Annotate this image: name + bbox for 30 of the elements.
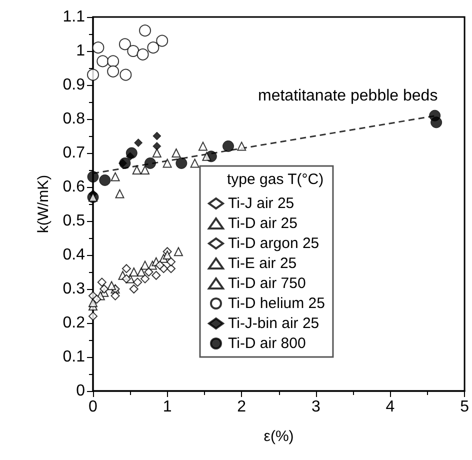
x-tick-label: 0 [88, 398, 98, 416]
x-tick-label: 4 [386, 398, 395, 416]
y-tick-label: 1.1 [62, 8, 86, 26]
x-tick-label: 1 [162, 398, 172, 416]
y-tick-label: 0.6 [62, 178, 86, 196]
x-axis-title: ε(%) [264, 428, 294, 445]
y-tick-label: 0.9 [62, 76, 86, 94]
annotation: metatitanate pebble beds [258, 88, 438, 104]
legend-label: Ti-D air 750 [228, 275, 306, 292]
y-tick-label: 0.2 [62, 314, 86, 332]
y-tick-label: 0.4 [62, 246, 86, 264]
y-tick-label: 0.8 [62, 110, 86, 128]
y-axis-title: k(W/mK) [35, 174, 52, 234]
legend-title: type gas T(°C) [227, 171, 324, 188]
x-tick-label: 5 [460, 398, 470, 416]
legend-label: Ti-J air 25 [228, 195, 294, 212]
y-tick-label: 0.7 [62, 144, 86, 162]
legend-label: Ti-D helium 25 [228, 295, 325, 312]
y-tick-label: 0 [76, 382, 86, 400]
x-tick-label: 3 [311, 398, 320, 416]
y-tick-label: 0.3 [62, 280, 86, 298]
legend-label: Ti-D air 800 [228, 335, 306, 352]
x-tick-label: 2 [237, 398, 246, 416]
legend-label: Ti-D air 25 [228, 215, 298, 232]
y-tick-label: 0.1 [62, 348, 86, 366]
y-tick-label: 0.5 [62, 212, 86, 230]
legend-label: Ti-J-bin air 25 [228, 315, 320, 332]
legend-label: Ti-E air 25 [228, 255, 297, 272]
legend-label: Ti-D argon 25 [228, 235, 320, 252]
y-tick-label: 1 [76, 42, 86, 60]
